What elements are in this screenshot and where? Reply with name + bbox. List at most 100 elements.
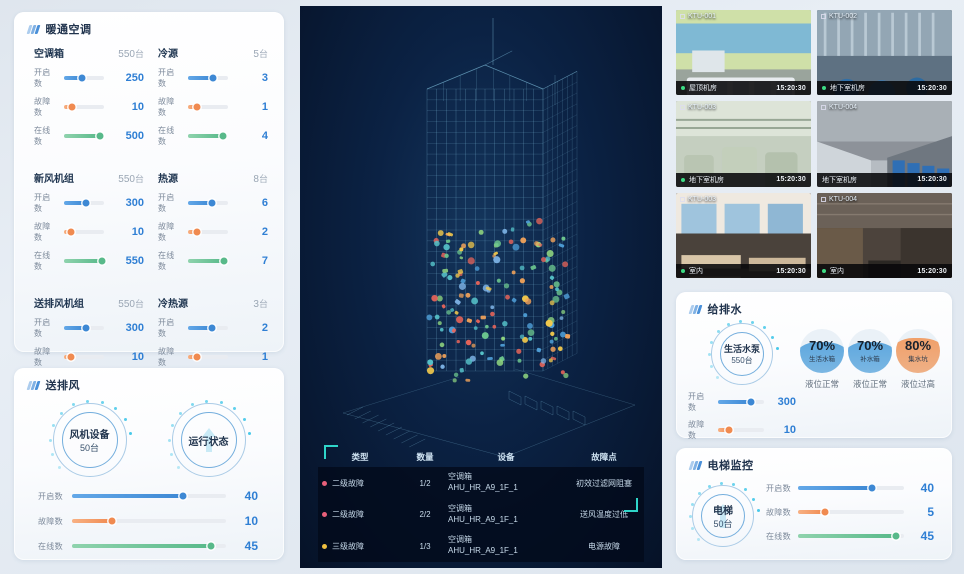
slider-track[interactable] [64, 353, 104, 361]
slider-track[interactable] [64, 257, 106, 265]
slider-track[interactable] [64, 228, 104, 236]
slider-track[interactable] [64, 132, 104, 140]
slider-track[interactable] [188, 228, 228, 236]
title-bars-icon [26, 380, 40, 390]
slider-track[interactable] [798, 508, 904, 516]
slider-row[interactable]: 故障数 1 [158, 346, 268, 368]
slider-row[interactable]: 开启数 2 [158, 317, 268, 339]
slider-knob[interactable] [220, 257, 228, 265]
slider-knob[interactable] [193, 353, 201, 361]
slider-track[interactable] [64, 74, 104, 82]
slider-row[interactable]: 开启数 40 [38, 489, 258, 503]
slider-row[interactable]: 开启数 300 [688, 391, 796, 413]
slider-knob[interactable] [747, 398, 755, 406]
slider-track[interactable] [188, 199, 228, 207]
slider-track[interactable] [72, 542, 226, 550]
slider-row[interactable]: 在线数 4 [158, 125, 268, 147]
slider-track[interactable] [718, 426, 764, 434]
slider-track[interactable] [188, 103, 228, 111]
fault-device-cell: 空调箱 AHU_HR_A9_1F_1 [448, 504, 564, 526]
status-led-icon [681, 177, 685, 182]
slider-track[interactable] [188, 132, 228, 140]
slider-knob[interactable] [96, 132, 104, 140]
slider-row[interactable]: 开启数 6 [158, 192, 268, 214]
slider-row[interactable]: 开启数 250 [34, 67, 144, 89]
slider-row[interactable]: 故障数 10 [34, 346, 144, 368]
slider-knob[interactable] [821, 508, 828, 516]
slider-knob[interactable] [209, 74, 217, 82]
title-bars-icon [688, 460, 702, 470]
slider-knob[interactable] [67, 353, 75, 361]
slider-knob[interactable] [208, 199, 216, 207]
slider-label: 开启数 [34, 68, 51, 88]
slider-track[interactable] [718, 398, 764, 406]
slider-knob[interactable] [98, 257, 106, 265]
slider-row[interactable]: 故障数 5 [766, 505, 934, 519]
slider-row[interactable]: 故障数 10 [38, 514, 258, 528]
slider-track[interactable] [72, 517, 226, 525]
slider-row[interactable]: 在线数 550 [34, 250, 144, 272]
slider-track[interactable] [64, 324, 104, 332]
camera-tile[interactable]: KTU-003 室内 15:20:30 [676, 192, 811, 278]
slider-knob[interactable] [892, 532, 900, 540]
slider-row[interactable]: 开启数 3 [158, 67, 268, 89]
slider-knob[interactable] [868, 484, 876, 492]
slider-knob[interactable] [219, 132, 227, 140]
slider-track[interactable] [188, 353, 228, 361]
slider-knob[interactable] [82, 324, 90, 332]
slider-label: 在线数 [34, 251, 51, 271]
slider-row[interactable]: 在线数 7 [158, 250, 268, 272]
slider-knob[interactable] [179, 492, 187, 500]
slider-track[interactable] [798, 484, 904, 492]
camera-tile[interactable]: KTU-001 屋顶机房 15:20:30 [676, 10, 811, 96]
building-3d-stage[interactable]: 类型 数量 设备 故障点 二级故障 1/2 空调箱 AHU_HR_A9_1F_1 初效过滤网阻… [300, 6, 662, 568]
slider-row[interactable]: 故障数 2 [158, 221, 268, 243]
arrow-up-icon [201, 428, 216, 452]
slider-knob[interactable] [68, 103, 76, 111]
slider-row[interactable]: 在线数 45 [766, 529, 934, 543]
slider-value: 300 [125, 322, 144, 334]
slider-track[interactable] [64, 199, 104, 207]
slider-row[interactable]: 在线数 45 [38, 539, 258, 553]
slider-knob[interactable] [208, 324, 216, 332]
slider-knob[interactable] [725, 426, 733, 434]
slider-row[interactable]: 在线数 500 [34, 125, 144, 147]
slider-track[interactable] [72, 492, 226, 500]
slider-track[interactable] [64, 103, 104, 111]
camera-tile[interactable]: KTU-002 地下室机房 15:20:30 [817, 10, 952, 96]
slider-row[interactable]: 开启数 40 [766, 481, 934, 495]
hvac-group-name: 空调箱 [34, 49, 64, 60]
slider-row[interactable]: 故障数 10 [34, 96, 144, 118]
slider-knob[interactable] [78, 74, 86, 82]
slider-knob[interactable] [108, 517, 116, 525]
camera-tile[interactable]: KTU-003 地下室机房 15:20:30 [676, 101, 811, 187]
table-row[interactable]: 二级故障 1/2 空调箱 AHU_HR_A9_1F_1 初效过滤网阻塞 [318, 467, 644, 499]
slider-label: 在线数 [38, 541, 63, 551]
water-level-gauge: 80% 集水坑 液位过高 [896, 329, 940, 475]
slider-track[interactable] [188, 324, 228, 332]
unit-suffix: 台 [134, 174, 144, 184]
slider-row[interactable]: 故障数 10 [688, 419, 796, 441]
slider-label: 在线数 [34, 126, 51, 146]
slider-knob[interactable] [82, 199, 90, 207]
dial-text: 运行状态 [172, 403, 246, 477]
slider-row[interactable]: 开启数 300 [34, 317, 144, 339]
slider-knob[interactable] [193, 103, 201, 111]
slider-fill [188, 134, 224, 138]
slider-knob[interactable] [67, 228, 75, 236]
slider-track[interactable] [188, 257, 228, 265]
slider-row[interactable]: 故障数 10 [34, 221, 144, 243]
slider-knob[interactable] [207, 542, 215, 550]
camera-status-bar: 地下室机房 15:20:30 [817, 81, 952, 96]
slider-track[interactable] [798, 532, 904, 540]
fault-table-body: 二级故障 1/2 空调箱 AHU_HR_A9_1F_1 初效过滤网阻塞 二级故障 2/2 空调… [318, 467, 644, 562]
table-row[interactable]: 二级故障 2/2 空调箱 AHU_HR_A9_1F_1 送风温度过低 [318, 499, 644, 531]
slider-knob[interactable] [193, 228, 201, 236]
camera-tile[interactable]: KTU-004 地下室机房 15:20:30 [817, 101, 952, 187]
camera-tile[interactable]: KTU-004 室内 15:20:30 [817, 192, 952, 278]
table-row[interactable]: 三级故障 1/3 空调箱 AHU_HR_A9_1F_1 电源故障 [318, 530, 644, 562]
slider-row[interactable]: 故障数 1 [158, 96, 268, 118]
slider-row[interactable]: 开启数 300 [34, 192, 144, 214]
slider-track[interactable] [188, 74, 228, 82]
camera-icon [680, 14, 685, 19]
